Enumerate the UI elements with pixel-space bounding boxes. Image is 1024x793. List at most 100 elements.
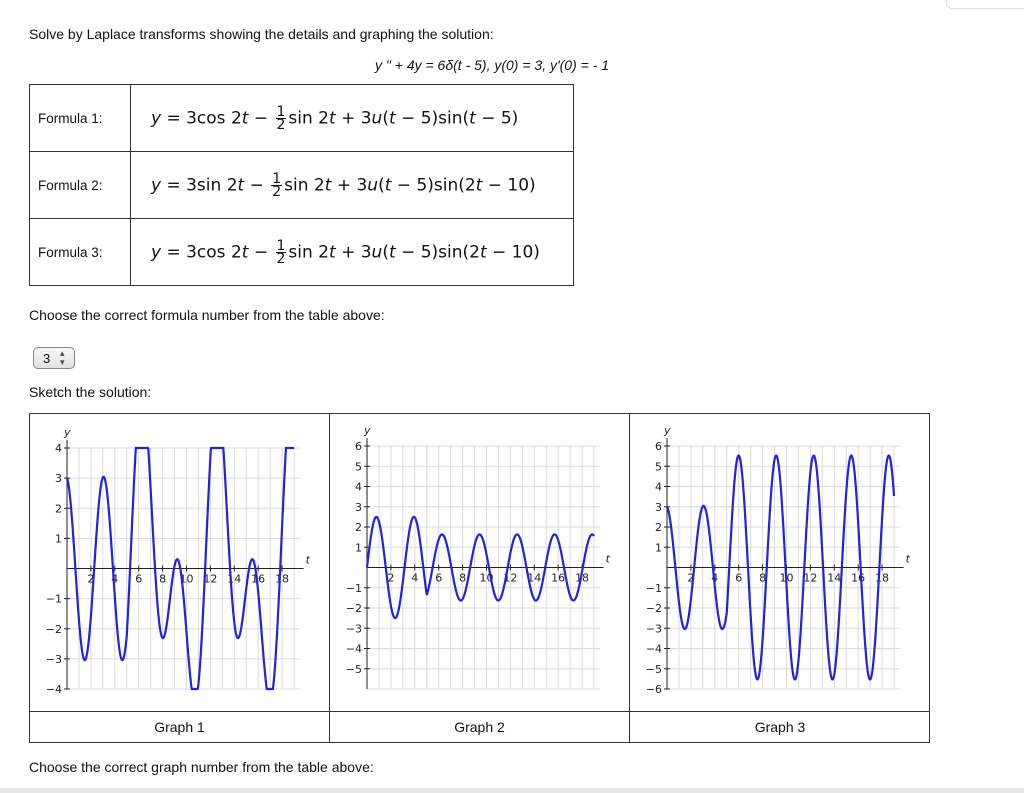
formula-table: Formula 1: y = 3cos 2t − 1 2 sin 2t + 3u(t … bbox=[29, 84, 574, 286]
formula-var: u bbox=[367, 175, 379, 195]
y-tick-label: −2 bbox=[46, 623, 62, 636]
formula-row: Formula 2: y = 3sin 2t − 1 2 sin 2t + 3u(t … bbox=[29, 151, 574, 219]
x-tick-label: 6 bbox=[735, 572, 742, 585]
formula-part: − 5)sin(2 bbox=[391, 175, 476, 195]
y-tick-label: 6 bbox=[655, 440, 662, 453]
graph-2-label: Graph 2 bbox=[330, 711, 630, 743]
x-axis-label: t bbox=[606, 553, 611, 566]
formula-var: t bbox=[384, 175, 392, 195]
y-tick-label: −6 bbox=[646, 683, 662, 696]
x-tick-label: 8 bbox=[459, 572, 466, 585]
y-tick-label: 3 bbox=[55, 472, 62, 485]
y-axis-label: y bbox=[363, 424, 371, 437]
x-tick-label: 14 bbox=[827, 572, 841, 585]
formula-part: − 10) bbox=[486, 242, 540, 262]
formula-part: − 5)sin(2 bbox=[395, 242, 480, 262]
formula-var: t bbox=[479, 242, 487, 262]
graph-1-plot: y t 4 3 2 1 −1 −2 −3 −4 2 4 6 8 10 12 14 16 18 bbox=[30, 414, 330, 711]
x-axis-label: t bbox=[306, 554, 311, 567]
y-tick-label: 5 bbox=[355, 460, 362, 473]
x-tick-label: 2 bbox=[387, 572, 394, 585]
y-tick-label: 3 bbox=[655, 501, 662, 514]
formula-part: − 5) bbox=[475, 108, 519, 128]
y-tick-label: −2 bbox=[346, 602, 362, 615]
formula-part: = 3cos 2 bbox=[161, 242, 242, 262]
x-tick-label: 2 bbox=[687, 572, 694, 585]
x-tick-label: 2 bbox=[87, 573, 94, 586]
formula-part: sin 2 bbox=[288, 242, 329, 262]
formula-var: t bbox=[388, 242, 396, 262]
y-tick-label: −4 bbox=[346, 643, 362, 656]
formula-lhs: y bbox=[151, 242, 162, 262]
y-tick-label: −5 bbox=[646, 663, 662, 676]
graph-3-plot: y t 6 5 4 3 2 1 −1 −2 −3 −4 −5 −6 2 4 6 8 10 12 14 16 18 bbox=[630, 414, 930, 711]
formula-var: t bbox=[469, 108, 476, 128]
y-tick-label: 4 bbox=[355, 481, 362, 494]
y-tick-label: −1 bbox=[346, 582, 362, 595]
formula-part: + 3 bbox=[335, 242, 372, 262]
graph-2-plot: y t 6 5 4 3 2 1 −1 −2 −3 −4 −5 2 4 6 8 10 12 14 16 18 bbox=[330, 414, 630, 711]
y-axis-label: y bbox=[663, 424, 671, 437]
formula-expression: y = 3sin 2t − 1 2 sin 2t + 3u(t − 5)sin(2t… bbox=[130, 151, 574, 219]
formula-part: ( bbox=[378, 175, 385, 195]
y-tick-label: −3 bbox=[646, 622, 662, 635]
formula-number-select[interactable]: 3 ▴ ▾ bbox=[33, 347, 75, 369]
formula-label: Formula 2: bbox=[29, 151, 131, 219]
formula-lhs: y bbox=[151, 108, 162, 128]
x-tick-label: 4 bbox=[111, 573, 118, 586]
x-tick-label: 16 bbox=[551, 572, 565, 585]
x-tick-label: 14 bbox=[527, 572, 541, 585]
formula-select-value: 3 bbox=[43, 351, 51, 366]
formula-part: − bbox=[248, 242, 274, 262]
formula-expression: y = 3cos 2t − 1 2 sin 2t + 3u(t − 5)sin(2t… bbox=[130, 218, 574, 286]
formula-lhs: y bbox=[151, 175, 162, 195]
formula-var: t bbox=[388, 108, 396, 128]
graph-3-label: Graph 3 bbox=[630, 711, 930, 743]
y-tick-label: 4 bbox=[55, 442, 62, 455]
formula-part: + 3 bbox=[335, 108, 372, 128]
y-tick-label: −4 bbox=[46, 683, 62, 696]
formula-var: u bbox=[371, 108, 383, 128]
x-tick-label: 12 bbox=[803, 572, 817, 585]
graph-1-label: Graph 1 bbox=[30, 711, 330, 743]
fraction-denominator: 2 bbox=[272, 183, 282, 200]
formula-part: − bbox=[244, 175, 270, 195]
y-tick-label: 1 bbox=[655, 541, 662, 554]
y-tick-label: −1 bbox=[46, 593, 62, 606]
fraction-numerator: 1 bbox=[275, 237, 287, 254]
bottom-divider bbox=[0, 788, 1024, 793]
formula-question: Choose the correct formula number from t… bbox=[29, 307, 385, 323]
formula-part: sin 2 bbox=[288, 108, 329, 128]
y-tick-label: 3 bbox=[355, 501, 362, 514]
formula-var: t bbox=[329, 108, 336, 128]
formula-var: t bbox=[241, 242, 249, 262]
fraction-numerator: 1 bbox=[275, 103, 287, 120]
x-tick-label: 18 bbox=[575, 572, 589, 585]
solution-curve bbox=[365, 515, 595, 620]
up-down-arrows-icon: ▴ ▾ bbox=[60, 348, 65, 367]
solution-curve bbox=[65, 446, 295, 691]
formula-row: Formula 1: y = 3cos 2t − 1 2 sin 2t + 3u(t … bbox=[29, 84, 574, 152]
problem-intro: Solve by Laplace transforms showing the … bbox=[29, 26, 494, 42]
x-tick-label: 6 bbox=[435, 572, 442, 585]
formula-var: t bbox=[475, 175, 483, 195]
y-tick-label: −2 bbox=[646, 602, 662, 615]
x-tick-label: 12 bbox=[203, 573, 217, 586]
formula-part: + 3 bbox=[331, 175, 368, 195]
y-tick-label: −5 bbox=[346, 663, 362, 676]
formula-part: − bbox=[248, 108, 274, 128]
solution-curve bbox=[666, 454, 896, 681]
graph-question: Choose the correct graph number from the… bbox=[29, 759, 374, 775]
graph-table: y t 4 3 2 1 −1 −2 −3 −4 2 4 6 8 10 12 14 16 18 y t 6 5 4 3 2 1 −1−… bbox=[29, 413, 930, 743]
formula-var: t bbox=[237, 175, 245, 195]
y-tick-label: −4 bbox=[646, 643, 662, 656]
y-tick-label: 1 bbox=[355, 541, 362, 554]
y-tick-label: −3 bbox=[346, 622, 362, 635]
y-tick-label: 2 bbox=[55, 502, 62, 515]
formula-part: ( bbox=[382, 242, 389, 262]
x-tick-label: 16 bbox=[851, 572, 865, 585]
formula-part: = 3sin 2 bbox=[161, 175, 238, 195]
formula-var: t bbox=[329, 242, 336, 262]
sketch-prompt: Sketch the solution: bbox=[29, 384, 152, 400]
